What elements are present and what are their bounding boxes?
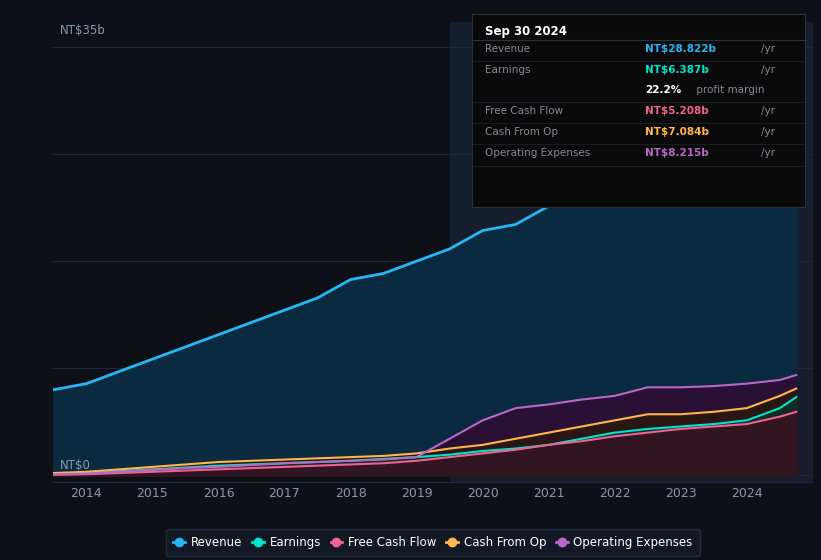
Text: /yr: /yr [761,127,775,137]
Text: NT$0: NT$0 [60,459,91,472]
Text: Sep 30 2024: Sep 30 2024 [485,25,567,38]
Text: NT$8.215b: NT$8.215b [645,148,709,158]
Text: /yr: /yr [761,148,775,158]
Text: NT$5.208b: NT$5.208b [645,106,709,116]
Text: 22.2%: 22.2% [645,85,681,95]
Text: NT$6.387b: NT$6.387b [645,65,709,75]
Text: Operating Expenses: Operating Expenses [485,148,590,158]
Text: /yr: /yr [761,44,775,54]
Text: Free Cash Flow: Free Cash Flow [485,106,563,116]
Legend: Revenue, Earnings, Free Cash Flow, Cash From Op, Operating Expenses: Revenue, Earnings, Free Cash Flow, Cash … [167,529,699,556]
Text: Revenue: Revenue [485,44,530,54]
Text: profit margin: profit margin [693,85,764,95]
Text: NT$35b: NT$35b [60,24,106,37]
Text: /yr: /yr [761,106,775,116]
Text: Cash From Op: Cash From Op [485,127,558,137]
Text: Earnings: Earnings [485,65,531,75]
Text: NT$28.822b: NT$28.822b [645,44,716,54]
Bar [450,22,816,482]
Text: /yr: /yr [761,65,775,75]
Text: NT$7.084b: NT$7.084b [645,127,709,137]
